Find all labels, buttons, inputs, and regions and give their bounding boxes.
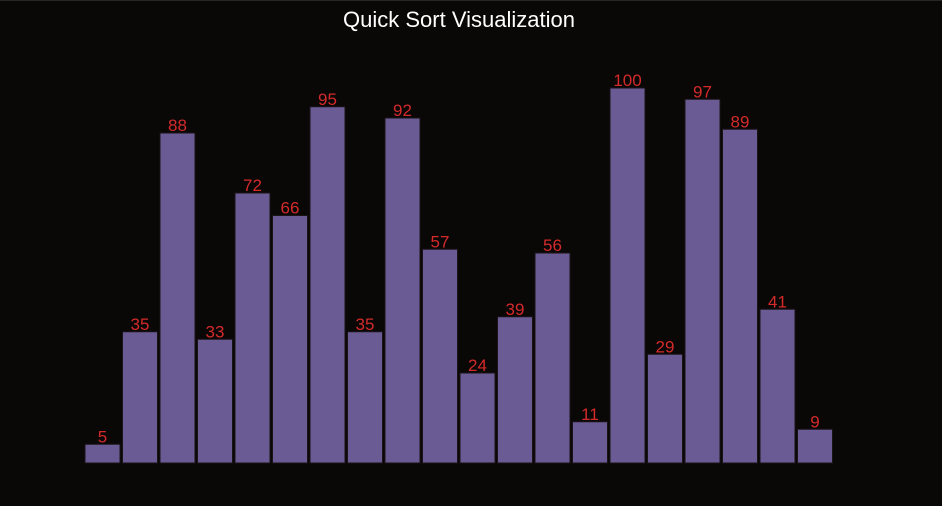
bar-2: [159, 132, 196, 464]
bar-11: [497, 316, 533, 464]
bar-value-label-16: 97: [693, 82, 712, 101]
bar-5: [272, 215, 308, 464]
bar-9: [422, 248, 458, 464]
page-title: Quick Sort Visualization: [343, 7, 575, 32]
bar-value-label-2: 88: [168, 116, 187, 135]
bar-16: [684, 98, 721, 464]
bar-3: [197, 338, 233, 464]
bar-value-label-11: 39: [506, 300, 525, 319]
bar-0: [84, 443, 121, 464]
bar-15: [647, 353, 683, 464]
bar-value-label-10: 24: [468, 356, 487, 375]
bar-value-label-0: 5: [98, 427, 107, 446]
bar-value-label-9: 57: [431, 232, 450, 251]
bar-4: [234, 192, 271, 464]
bar-value-label-17: 89: [731, 112, 750, 131]
bar-value-label-8: 92: [393, 101, 412, 120]
bar-6: [309, 106, 346, 464]
bar-10: [459, 372, 496, 464]
bar-value-label-7: 35: [356, 315, 375, 334]
bar-value-label-6: 95: [318, 90, 337, 109]
bar-value-label-18: 41: [768, 292, 787, 311]
bar-value-label-1: 35: [131, 315, 150, 334]
bar-value-label-15: 29: [656, 337, 675, 356]
bar-18: [759, 308, 796, 464]
bar-value-label-3: 33: [206, 322, 225, 341]
bar-7: [347, 331, 383, 464]
bar-8: [384, 117, 421, 464]
bar-14: [609, 87, 646, 464]
bar-value-label-13: 11: [581, 405, 599, 424]
bar-12: [534, 252, 571, 464]
bar-value-label-19: 9: [810, 412, 819, 431]
bar-value-label-12: 56: [543, 236, 562, 255]
bar-value-label-14: 100: [613, 71, 641, 90]
bar-value-label-4: 72: [243, 176, 262, 195]
bar-1: [122, 331, 158, 464]
bar-value-label-5: 66: [281, 199, 300, 218]
bar-17: [722, 128, 758, 464]
bar-13: [572, 421, 608, 464]
bar-19: [797, 428, 833, 464]
